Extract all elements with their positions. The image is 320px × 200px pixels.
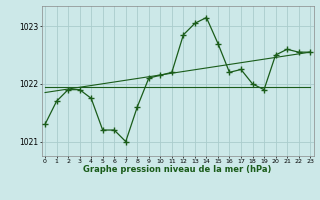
X-axis label: Graphe pression niveau de la mer (hPa): Graphe pression niveau de la mer (hPa) bbox=[84, 165, 272, 174]
